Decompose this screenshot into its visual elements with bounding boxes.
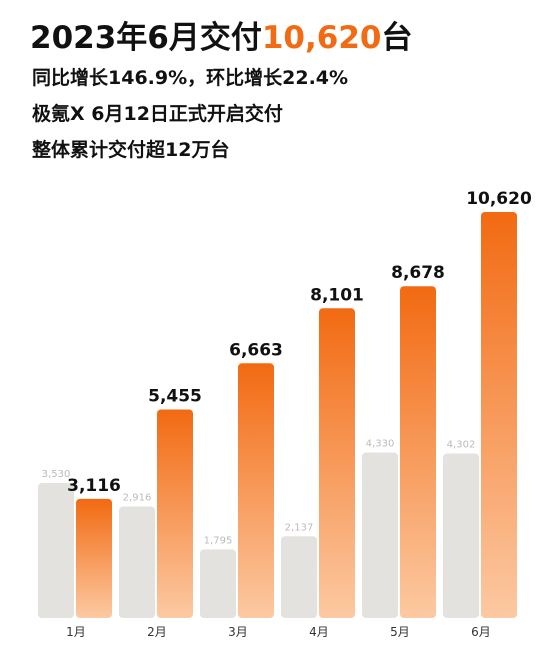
- x-tick-label: 4月: [309, 625, 329, 639]
- value-label: 1,795: [204, 535, 233, 546]
- x-tick-label: 5月: [390, 625, 410, 639]
- subtitle: 整体累计交付超12万台: [32, 138, 229, 161]
- bar: [76, 498, 112, 618]
- x-tick-label: 1月: [66, 625, 86, 639]
- chart-title: 2023年6月交付10,620台: [30, 20, 413, 56]
- value-label: 10,620: [466, 189, 532, 209]
- bar: [238, 363, 274, 618]
- bar: [319, 308, 355, 618]
- bar: [157, 409, 193, 618]
- value-label: 5,455: [148, 386, 202, 406]
- title-part: 台: [382, 20, 413, 56]
- x-tick-label: 3月: [228, 625, 248, 639]
- title-highlight: 10,620: [262, 20, 382, 56]
- value-label: 6,663: [229, 340, 283, 360]
- bar: [200, 549, 236, 618]
- bar: [38, 483, 74, 618]
- bar: [119, 506, 155, 618]
- value-label: 2,137: [285, 522, 314, 533]
- value-label: 2,916: [123, 493, 152, 504]
- bar: [481, 212, 517, 618]
- subtitle: 同比增长146.9%，环比增长22.4%: [32, 66, 348, 89]
- value-label: 4,330: [366, 438, 395, 449]
- value-label: 8,678: [391, 263, 445, 283]
- value-label: 3,116: [67, 476, 121, 496]
- bar: [281, 536, 317, 618]
- subtitle: 极氪X 6月12日正式开启交付: [32, 102, 283, 125]
- bar: [362, 452, 398, 618]
- title-part: 2023年6月交付: [30, 20, 262, 56]
- x-tick-label: 2月: [147, 625, 167, 639]
- x-tick-label: 6月: [471, 625, 491, 639]
- bar: [443, 453, 479, 618]
- value-label: 8,101: [310, 285, 364, 305]
- bar: [400, 286, 436, 618]
- value-label: 3,530: [42, 469, 71, 480]
- value-label: 4,302: [447, 440, 476, 451]
